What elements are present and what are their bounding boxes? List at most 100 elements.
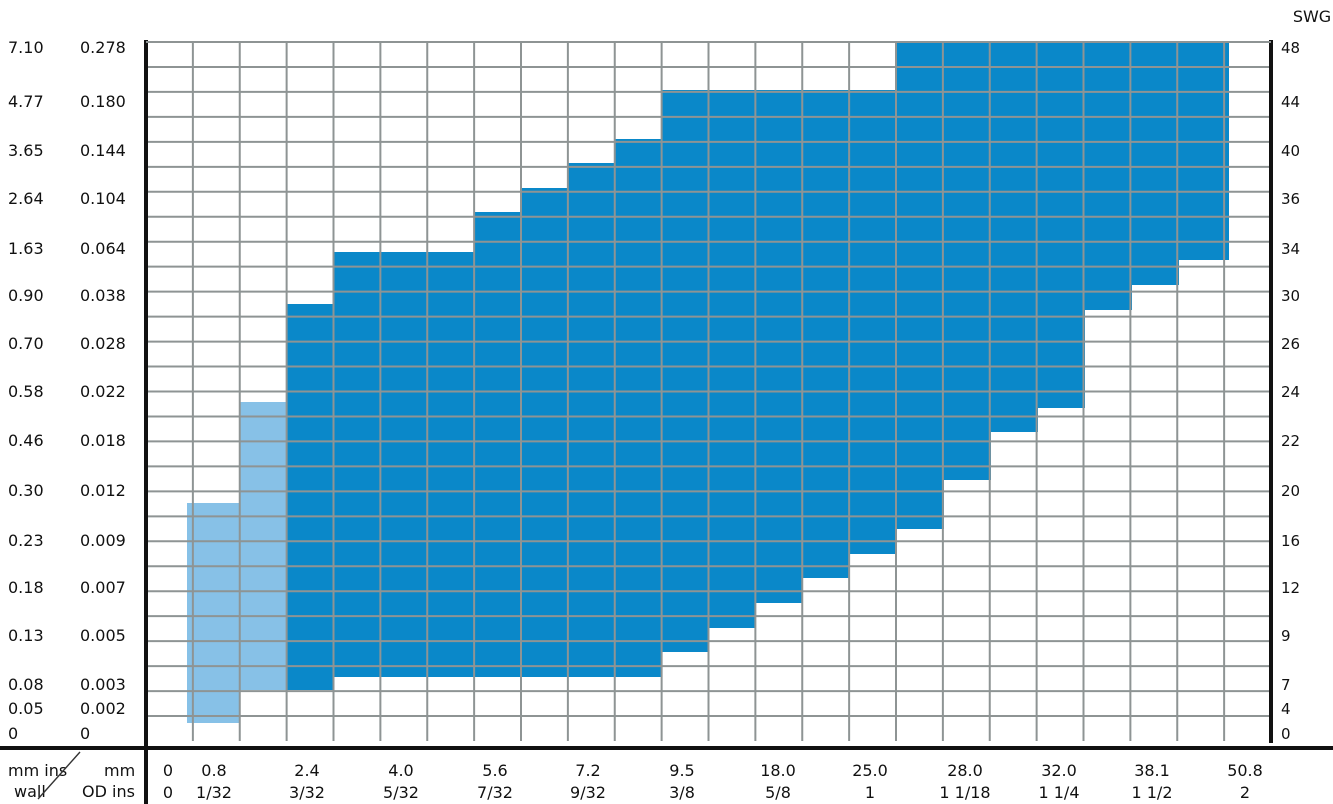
y-tick-mm: 0.46 <box>8 431 44 450</box>
y-tick-swg: 0 <box>1281 725 1291 743</box>
y-tick-ins: 0.144 <box>80 141 126 160</box>
coverage-cell-1-15 <box>1085 42 1132 310</box>
y-tick-ins: 0.012 <box>80 481 126 500</box>
coverage-cell-1-12 <box>944 42 991 480</box>
y-tick-ins: 0.278 <box>80 38 126 57</box>
y-tick-mm: 0.90 <box>8 286 44 305</box>
x-tick-mm: 32.0 <box>1041 761 1077 780</box>
corner-label-od-mm: mm <box>104 761 135 780</box>
y-tick-ins: 0.018 <box>80 431 126 450</box>
coverage-cell-1-4 <box>568 163 615 677</box>
y-tick-mm: 3.65 <box>8 141 44 160</box>
x-tick-mm: 5.6 <box>482 761 507 780</box>
y-tick-swg: 34 <box>1281 240 1300 258</box>
y-tick-swg: 24 <box>1281 383 1300 401</box>
corner-label-od-ins: OD ins <box>82 782 135 801</box>
y-tick-ins: 0.003 <box>80 675 126 694</box>
y-tick-mm: 4.77 <box>8 92 44 111</box>
corner-label-wall-units: mm ins <box>8 761 67 780</box>
coverage-cell-1-0 <box>286 304 333 690</box>
y-tick-mm: 0 <box>8 724 18 743</box>
y-tick-ins: 0 <box>80 724 90 743</box>
x-tick-ins: 0 <box>163 783 173 802</box>
coverage-cell-1-10 <box>850 90 897 554</box>
x-tick-mm: 25.0 <box>852 761 888 780</box>
x-tick-mm: 28.0 <box>947 761 983 780</box>
x-tick-ins: 9/32 <box>570 783 606 802</box>
y-tick-ins: 0.038 <box>80 286 126 305</box>
coverage-cell-1-8 <box>756 90 803 603</box>
x-tick-ins: 1 1/18 <box>939 783 990 802</box>
x-tick-mm: 50.8 <box>1227 761 1263 780</box>
axis-labels: 7.10 4.77 3.65 2.64 1.63 0.90 0.70 0.58 0.46 0.30… <box>8 38 1300 802</box>
y-tick-swg: 36 <box>1281 190 1300 208</box>
y-tick-ins: 0.104 <box>80 189 126 208</box>
y-tick-swg: 7 <box>1281 676 1291 694</box>
y-tick-swg: 48 <box>1281 39 1300 57</box>
coverage-cell-0-0 <box>187 503 240 723</box>
y-tick-mm: 0.18 <box>8 578 44 597</box>
x-tick-mm: 4.0 <box>388 761 413 780</box>
x-tick-ins: 2 <box>1240 783 1250 802</box>
y-tick-ins: 0.007 <box>80 578 126 597</box>
chart-grid <box>146 42 1271 741</box>
y-tick-swg: 16 <box>1281 532 1300 550</box>
x-tick-ins: 3/32 <box>289 783 325 802</box>
x-tick-ins: 7/32 <box>477 783 513 802</box>
coverage-cell-1-6 <box>662 90 709 652</box>
x-tick-mm: 0.8 <box>201 761 226 780</box>
y-tick-mm: 0.30 <box>8 481 44 500</box>
coverage-cell-1-17 <box>1179 42 1229 260</box>
x-tick-ins: 1 1/2 <box>1131 783 1172 802</box>
x-tick-ins: 3/8 <box>669 783 695 802</box>
corner-label-wall: wall <box>14 782 46 801</box>
y-tick-swg: 30 <box>1281 287 1300 305</box>
coverage-cell-0-1 <box>240 402 286 690</box>
x-tick-ins: 1 1/4 <box>1038 783 1079 802</box>
y-tick-mm: 0.58 <box>8 382 44 401</box>
x-tick-mm: 9.5 <box>669 761 694 780</box>
coverage-cell-1-9 <box>803 90 850 578</box>
x-tick-ins: 1 <box>865 783 875 802</box>
y-tick-swg: 4 <box>1281 700 1291 718</box>
x-tick-ins: 5/32 <box>383 783 419 802</box>
x-tick-mm: 18.0 <box>760 761 796 780</box>
y-tick-mm: 1.63 <box>8 239 44 258</box>
swg-axis-title: SWG <box>1293 7 1331 26</box>
chart-frame <box>0 40 1333 804</box>
y-tick-mm: 7.10 <box>8 38 44 57</box>
y-tick-ins: 0.009 <box>80 531 126 550</box>
coverage-regions <box>187 42 1229 723</box>
y-tick-ins: 0.005 <box>80 626 126 645</box>
y-tick-mm: 0.70 <box>8 334 44 353</box>
y-tick-mm: 0.23 <box>8 531 44 550</box>
y-tick-swg: 40 <box>1281 142 1300 160</box>
y-tick-mm: 0.13 <box>8 626 44 645</box>
coverage-cell-1-13 <box>991 42 1038 432</box>
coverage-cell-1-11 <box>897 42 944 529</box>
x-tick-mm: 7.2 <box>575 761 600 780</box>
coverage-cell-1-3 <box>521 188 568 677</box>
x-tick-ins: 5/8 <box>765 783 791 802</box>
x-tick-mm: 2.4 <box>294 761 319 780</box>
y-tick-ins: 0.180 <box>80 92 126 111</box>
coverage-cell-1-5 <box>615 139 662 677</box>
x-tick-mm: 0 <box>163 761 173 780</box>
y-tick-swg: 20 <box>1281 482 1300 500</box>
y-tick-swg: 44 <box>1281 93 1300 111</box>
coverage-cell-1-1 <box>333 252 474 677</box>
corner-divider <box>37 751 81 800</box>
y-tick-ins: 0.002 <box>80 699 126 718</box>
y-tick-mm: 2.64 <box>8 189 44 208</box>
coverage-cell-1-2 <box>474 212 521 677</box>
coverage-cell-1-7 <box>709 90 756 628</box>
y-tick-swg: 22 <box>1281 432 1300 450</box>
x-tick-mm: 38.1 <box>1134 761 1170 780</box>
y-tick-ins: 0.022 <box>80 382 126 401</box>
coverage-cell-1-16 <box>1132 42 1179 285</box>
y-tick-swg: 12 <box>1281 579 1300 597</box>
y-tick-ins: 0.064 <box>80 239 126 258</box>
y-tick-swg: 26 <box>1281 335 1300 353</box>
y-tick-mm: 0.08 <box>8 675 44 694</box>
